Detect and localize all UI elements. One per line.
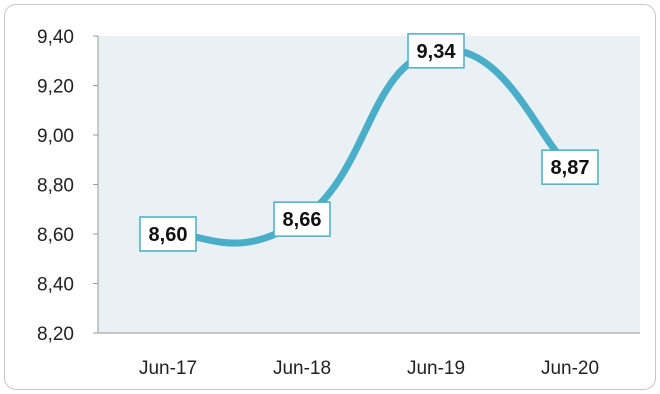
y-tick-label: 9,20 xyxy=(37,77,74,98)
y-tick-label: 8,80 xyxy=(37,176,74,197)
x-tick-label: Jun-17 xyxy=(139,358,197,379)
data-label: 8,66 xyxy=(273,201,331,237)
y-tick-label: 8,40 xyxy=(37,275,74,296)
y-axis-ticks: 8,20 8,40 8,60 8,80 9,00 9,20 9,40 xyxy=(37,27,98,345)
data-label-box xyxy=(273,201,331,237)
y-tick-label: 8,20 xyxy=(37,324,74,345)
data-label-text: 9,34 xyxy=(417,41,457,63)
data-label-box xyxy=(407,33,465,69)
data-labels: 8,60 8,66 9,34 8,87 xyxy=(139,33,599,252)
y-tick-label: 9,40 xyxy=(37,27,74,48)
data-label: 8,87 xyxy=(541,149,599,185)
data-label-text: 8,87 xyxy=(551,157,590,179)
data-label-box xyxy=(139,216,197,252)
x-axis-ticks: Jun-17 Jun-18 Jun-19 Jun-20 xyxy=(139,358,599,379)
x-tick-label: Jun-18 xyxy=(273,358,331,379)
data-label: 8,60 xyxy=(139,216,197,252)
x-tick-label: Jun-19 xyxy=(407,358,465,379)
x-tick-label: Jun-20 xyxy=(541,358,599,379)
data-label-text: 8,60 xyxy=(149,224,188,246)
data-label: 9,34 xyxy=(407,33,465,69)
y-tick-label: 9,00 xyxy=(37,126,74,147)
data-label-box xyxy=(541,149,599,185)
y-tick-label: 8,60 xyxy=(37,225,74,246)
series-line xyxy=(164,46,574,247)
data-label-text: 8,66 xyxy=(283,209,322,231)
